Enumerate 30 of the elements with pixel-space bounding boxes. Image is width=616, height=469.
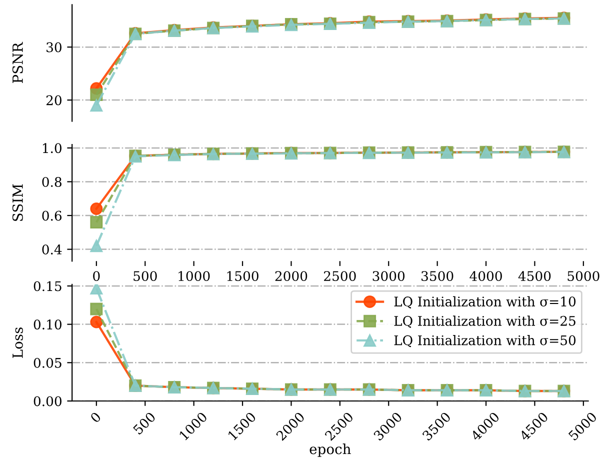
- x-tick-label: 2500: [324, 271, 356, 282]
- y-tick-label: 0.15: [34, 281, 62, 292]
- legend-label: LQ Initialization with σ=10: [394, 296, 576, 308]
- y-axis-title: Loss: [12, 328, 23, 358]
- x-tick-label: 0: [93, 271, 100, 282]
- y-tick-label: 0.00: [34, 396, 62, 406]
- x-tick-label: 4500: [518, 271, 551, 282]
- y-tick-label: 0.6: [42, 210, 62, 221]
- y-tick-label: 30: [46, 42, 62, 52]
- x-tick-label: 0: [90, 412, 102, 424]
- x-axis-title: epoch: [310, 443, 351, 457]
- y-tick-label: 0.05: [34, 358, 62, 368]
- x-tick-label: 1000: [178, 271, 210, 282]
- y-tick-label: 20: [46, 95, 62, 106]
- legend-label: LQ Initialization with σ=50: [394, 335, 576, 348]
- x-tick-label: 3500: [422, 271, 454, 282]
- y-tick-label: 0.4: [42, 244, 62, 254]
- x-tick-label: 4000: [470, 271, 502, 282]
- x-tick-label: 1500: [227, 271, 258, 282]
- y-axis-title: SSIM: [12, 184, 23, 221]
- y-tick-label: 0.10: [34, 320, 62, 330]
- x-tick-label: 500: [132, 412, 156, 435]
- x-tick-label: 500: [134, 271, 157, 282]
- y-axis-title: PSNR: [12, 42, 23, 83]
- legend-label: LQ Initialization with σ=25: [394, 316, 576, 328]
- y-tick-label: 1.0: [42, 143, 62, 154]
- x-tick-label: 5000: [568, 271, 600, 282]
- x-tick-label: 3000: [372, 271, 405, 282]
- x-tick-label: 2000: [275, 271, 308, 282]
- y-tick-label: 0.8: [42, 176, 62, 187]
